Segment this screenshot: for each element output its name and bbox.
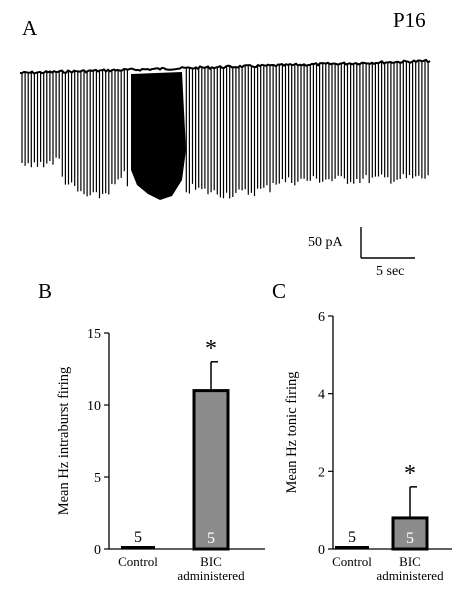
n-label: 5 (348, 529, 356, 546)
category-label: Control (118, 554, 158, 569)
panel-letter: B (38, 279, 52, 303)
category-label: BIC (200, 554, 222, 569)
y-axis-label: Mean Hz intraburst firing (56, 367, 72, 516)
bar (335, 546, 369, 549)
category-label: BIC (399, 554, 421, 569)
category-label: Control (332, 554, 372, 569)
y-tick-label: 0 (318, 543, 325, 558)
y-tick-label: 2 (318, 465, 325, 480)
y-tick-label: 4 (318, 388, 325, 403)
bar (391, 516, 429, 551)
chart-c: C 0 2 4 6 Mean Hz tonic firing 5 Control * 5 BICad… (272, 279, 452, 583)
panel-a-letter: A (22, 16, 38, 40)
category-label: administered (376, 568, 444, 583)
n-label: 5 (207, 530, 215, 547)
panel-a-age-label: P16 (393, 8, 426, 32)
significance-marker: * (205, 336, 217, 362)
y-tick-label: 6 (318, 310, 325, 325)
n-label: 5 (406, 530, 414, 547)
current-trace (19, 58, 431, 200)
y-tick-label: 0 (94, 543, 101, 558)
y-axis-label: Mean Hz tonic firing (284, 371, 300, 493)
trace-baseline (19, 58, 431, 75)
category-label: administered (177, 568, 245, 583)
bar (121, 546, 155, 549)
n-label: 5 (134, 529, 142, 546)
trace-spikes (21, 61, 429, 199)
y-tick-label: 15 (87, 327, 101, 342)
trace-burst (131, 72, 186, 200)
significance-marker: * (404, 461, 416, 487)
y-tick-label: 5 (94, 471, 101, 486)
scalebar-current-label: 50 pA (308, 235, 344, 250)
chart-b: B 0 5 10 15 Mean Hz intraburst firing 5 Control… (38, 279, 265, 583)
bar (192, 389, 230, 551)
y-tick-label: 10 (87, 399, 101, 414)
panel-letter: C (272, 279, 286, 303)
scalebar-time-label: 5 sec (376, 264, 404, 279)
